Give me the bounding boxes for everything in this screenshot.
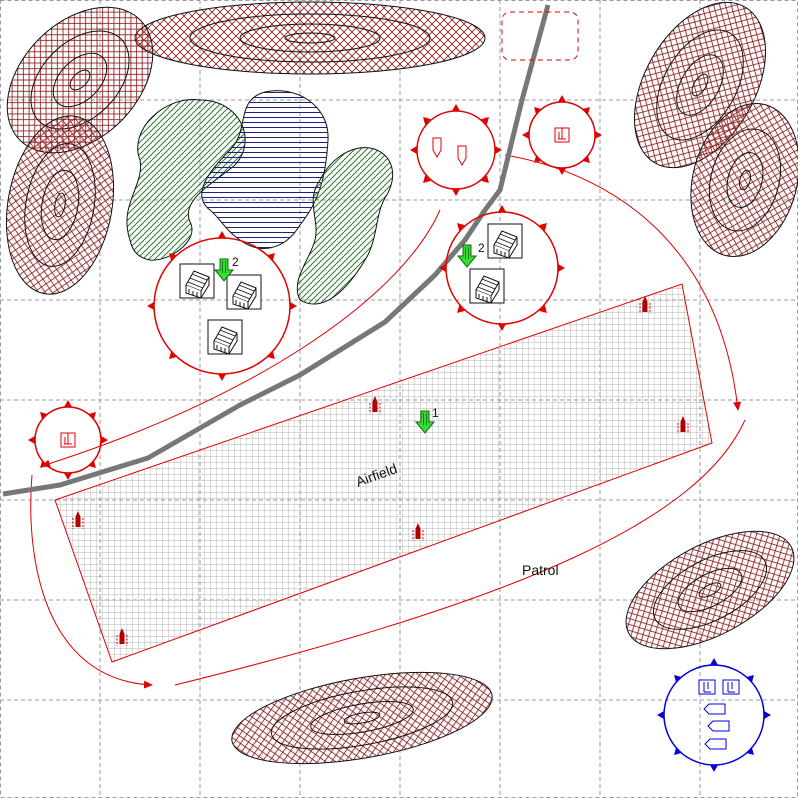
drop-marker-number: 2 <box>478 241 485 255</box>
drop-marker-number: 2 <box>232 255 239 269</box>
objective-area <box>501 11 579 61</box>
boat-icon <box>704 738 727 750</box>
boat-icon <box>707 720 730 732</box>
road <box>2 4 551 497</box>
building-icon <box>226 274 262 310</box>
boat-icon <box>432 137 442 159</box>
building-icon <box>487 223 523 259</box>
patrol-route: Patrol <box>30 154 746 689</box>
hills <box>5 1 798 765</box>
friendly-naval-unit <box>657 658 771 772</box>
enemy-gun-unit-north <box>522 95 602 175</box>
enemy-boats-unit <box>410 104 502 196</box>
airfield-drop-marker: 1 <box>415 406 439 434</box>
drop-marker-number: 1 <box>432 406 439 420</box>
building-icon <box>469 268 505 304</box>
water-pond <box>201 90 329 249</box>
gun-icon <box>722 679 740 695</box>
hill-bottom-center <box>231 671 493 765</box>
boat-icon <box>457 145 467 167</box>
gun-icon <box>60 432 76 448</box>
gun-icon <box>554 127 570 143</box>
hill-top-center <box>134 1 486 75</box>
patrol-label: Patrol <box>522 562 559 578</box>
gun-icon <box>698 679 716 695</box>
boat-icon <box>703 703 726 715</box>
hill-top-left <box>6 6 154 154</box>
hill-left <box>5 115 115 295</box>
enemy-gun-unit-west <box>28 400 108 480</box>
hill-bottom-right <box>625 530 795 650</box>
building-icon <box>207 319 243 355</box>
hill-right <box>690 102 798 258</box>
enemy-east-unit: 2 <box>439 205 565 331</box>
airfield: Airfield <box>54 283 713 663</box>
enemy-village-unit: 2 <box>147 231 297 381</box>
woods-right <box>296 147 394 305</box>
building-icon <box>179 263 215 299</box>
